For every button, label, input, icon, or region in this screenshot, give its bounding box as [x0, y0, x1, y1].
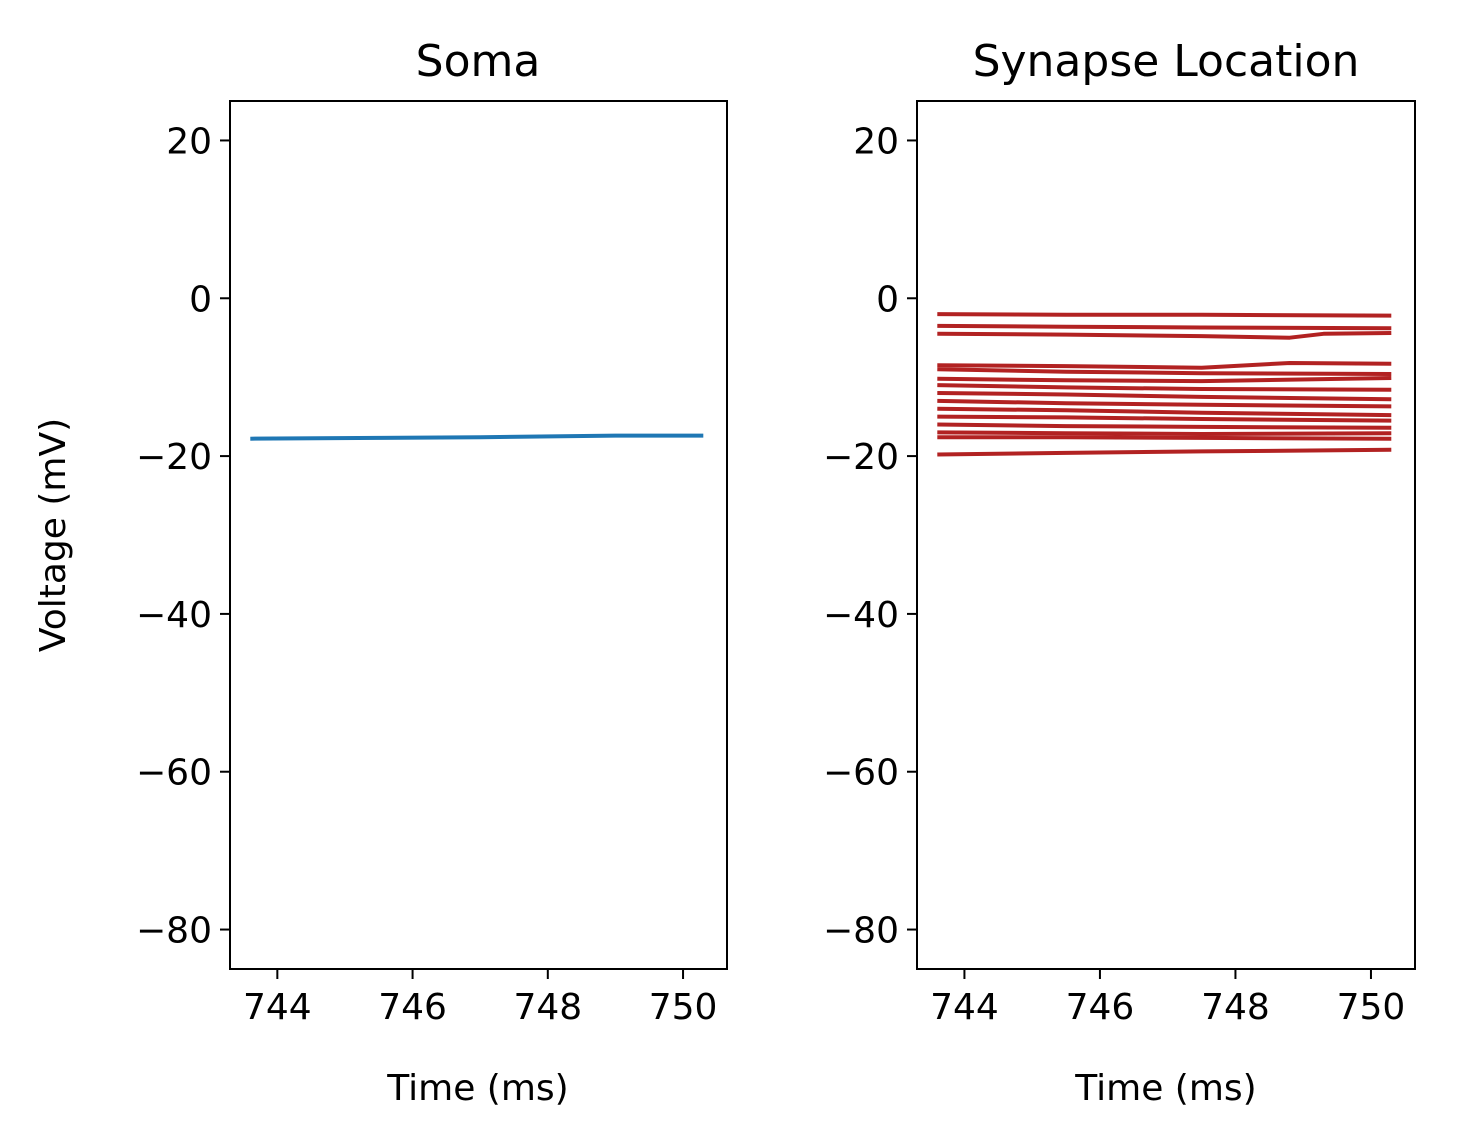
- synapse-series-line-2: [937, 331, 1392, 340]
- synapse-x-tick-label: 744: [930, 987, 999, 1028]
- soma-title: Soma: [416, 36, 541, 87]
- soma-y-tick-label: −60: [136, 753, 212, 794]
- soma-panel: Soma 20 0 −20 −40 −60 −80 744 746 748 750 Time (…: [33, 36, 728, 1109]
- synapse-series-line-1: [937, 323, 1392, 331]
- synapse-x-tick-label: 748: [1201, 987, 1270, 1028]
- soma-x-ticks: 744 746 748 750: [243, 969, 717, 1028]
- synapse-y-tick-label: −60: [823, 753, 899, 794]
- synapse-x-axis-label: Time (ms): [1074, 1068, 1256, 1109]
- synapse-series-line-12: [937, 430, 1392, 436]
- soma-y-axis-label: Voltage (mV): [33, 418, 74, 652]
- synapse-y-tick-label: 20: [853, 121, 899, 162]
- synapse-axes-frame: [916, 100, 1416, 970]
- synapse-x-tick-label: 750: [1337, 987, 1406, 1028]
- soma-y-tick-label: −80: [136, 911, 212, 952]
- synapse-x-tick-label: 746: [1066, 987, 1135, 1028]
- soma-y-tick-label: 20: [166, 121, 212, 162]
- synapse-series-line-5: [937, 376, 1392, 384]
- synapse-series-line-6: [937, 383, 1392, 392]
- synapse-series-line-10: [937, 414, 1392, 423]
- synapse-location-panel: Synapse Location 200−20−40−60−80 744 746 7…: [823, 36, 1416, 1109]
- synapse-plot-area: [937, 312, 1392, 457]
- synapse-y-tick-label: −80: [823, 911, 899, 952]
- synapse-series-line-14: [937, 447, 1392, 457]
- synapse-series-line-4: [937, 367, 1392, 376]
- soma-y-tick-label: −20: [136, 437, 212, 478]
- soma-x-tick-label: 750: [649, 987, 718, 1028]
- soma-y-tick-label: −40: [136, 595, 212, 636]
- soma-x-tick-label: 746: [378, 987, 447, 1028]
- soma-x-tick-label: 748: [513, 987, 582, 1028]
- soma-y-tick-label: 0: [189, 279, 212, 320]
- synapse-series-line-7: [937, 391, 1392, 402]
- synapse-y-tick-label: −40: [823, 595, 899, 636]
- synapse-series-line-11: [937, 422, 1392, 430]
- synapse-series-line-0: [937, 312, 1392, 318]
- synapse-series-line-9: [937, 406, 1392, 418]
- soma-x-tick-label: 744: [243, 987, 312, 1028]
- synapse-series-line-13: [937, 435, 1392, 441]
- synapse-series-line-8: [937, 398, 1392, 409]
- synapse-y-ticks: 20 0 −20 −40 −60 −80: [823, 121, 917, 952]
- synapse-x-ticks: 744 746 748 750: [930, 969, 1405, 1028]
- soma-x-axis-label: Time (ms): [386, 1068, 568, 1109]
- soma-y-ticks: 20 0 −20 −40 −60 −80: [136, 121, 230, 952]
- soma-axes-frame: [229, 100, 728, 970]
- synapse-title: Synapse Location: [973, 36, 1360, 87]
- synapse-series-line-3: [937, 361, 1392, 370]
- synapse-y-tick-label: −20: [823, 437, 899, 478]
- soma-series-line-0: [250, 433, 704, 441]
- synapse-y-tick-label: 0: [876, 279, 899, 320]
- soma-plot-area: [250, 433, 704, 441]
